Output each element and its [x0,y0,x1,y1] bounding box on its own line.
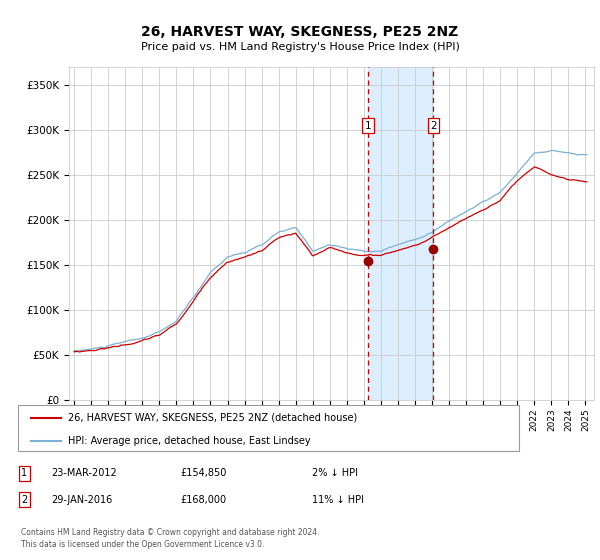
Text: 11% ↓ HPI: 11% ↓ HPI [312,494,364,505]
Text: HPI: Average price, detached house, East Lindsey: HPI: Average price, detached house, East… [68,436,311,446]
Text: 2% ↓ HPI: 2% ↓ HPI [312,468,358,478]
Text: 1: 1 [364,121,371,130]
Bar [368,67,433,400]
Text: 2: 2 [21,494,27,505]
Text: 29-JAN-2016: 29-JAN-2016 [51,494,112,505]
Text: Price paid vs. HM Land Registry's House Price Index (HPI): Price paid vs. HM Land Registry's House … [140,42,460,52]
Text: 2: 2 [430,121,437,130]
Text: 26, HARVEST WAY, SKEGNESS, PE25 2NZ: 26, HARVEST WAY, SKEGNESS, PE25 2NZ [142,25,458,39]
Text: 23-MAR-2012: 23-MAR-2012 [51,468,117,478]
Text: 1: 1 [21,468,27,478]
Text: £154,850: £154,850 [180,468,226,478]
Text: 26, HARVEST WAY, SKEGNESS, PE25 2NZ (detached house): 26, HARVEST WAY, SKEGNESS, PE25 2NZ (det… [68,413,358,423]
Text: £168,000: £168,000 [180,494,226,505]
Text: Contains HM Land Registry data © Crown copyright and database right 2024.
This d: Contains HM Land Registry data © Crown c… [21,528,320,549]
